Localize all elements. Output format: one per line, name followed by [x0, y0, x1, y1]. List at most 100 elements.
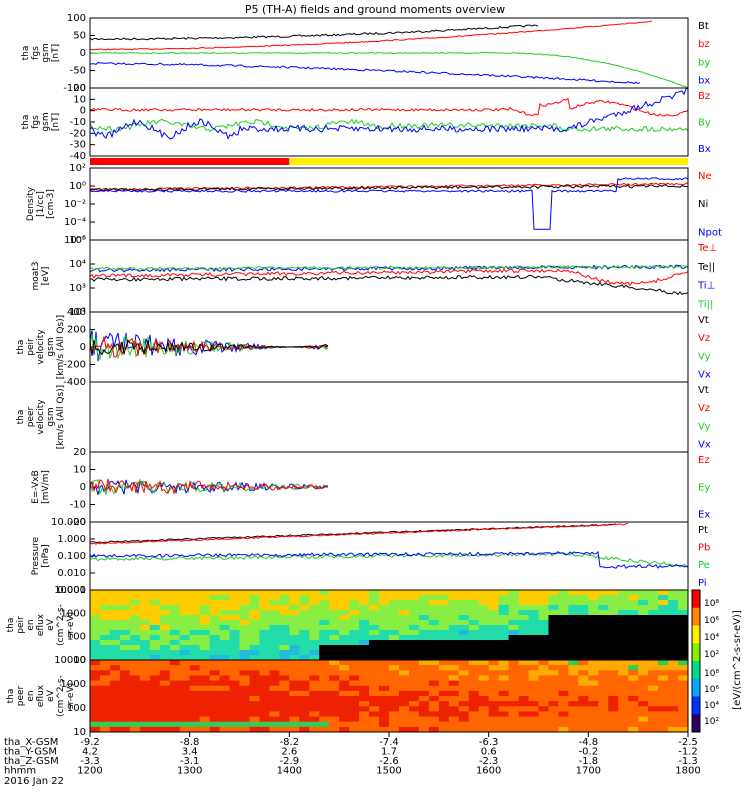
heatmap-cell: [329, 610, 340, 616]
heatmap-cell: [568, 640, 579, 646]
heatmap-cell: [558, 665, 569, 671]
heatmap-cell: [588, 600, 599, 606]
heatmap-cell: [229, 696, 240, 702]
heatmap-cell: [508, 635, 520, 641]
heatmap-cell: [518, 650, 530, 656]
heatmap-cell: [159, 620, 171, 626]
heatmap-cell: [119, 690, 131, 697]
heatmap-cell: [638, 635, 649, 641]
heatmap-cell: [598, 610, 609, 616]
colorbar-cell: [692, 632, 700, 637]
heatmap-cell: [558, 650, 569, 656]
colorbar-cell: [692, 614, 700, 619]
heatmap-cell: [349, 665, 360, 671]
legend-Ti||: Ti||: [697, 299, 713, 310]
heatmap-cell: [279, 620, 290, 626]
heatmap-cell: [668, 605, 679, 611]
heatmap-cell: [229, 600, 240, 606]
heatmap-cell: [648, 615, 659, 621]
heatmap-cell: [389, 630, 400, 636]
heatmap-cell: [159, 721, 171, 728]
heatmap-cell: [478, 645, 490, 651]
heatmap-cell: [598, 640, 609, 646]
heatmap-cell: [418, 600, 430, 606]
heatmap-cell: [119, 701, 131, 707]
heatmap-cell: [259, 716, 270, 723]
heatmap-cell: [598, 615, 609, 621]
heatmap-cell: [588, 701, 599, 707]
heatmap-cell: [478, 635, 490, 641]
heatmap-cell: [648, 650, 659, 656]
heatmap-cell: [299, 600, 310, 606]
heatmap-cell: [209, 640, 221, 646]
heatmap-cell: [229, 685, 240, 692]
heatmap-cell: [209, 635, 221, 641]
heatmap-cell: [528, 635, 539, 641]
heatmap-cell: [99, 721, 111, 728]
heatmap-cell: [548, 706, 559, 712]
heatmap-cell: [179, 721, 191, 728]
heatmap-cell: [628, 680, 639, 687]
heatmap-cell: [678, 595, 689, 601]
heatmap-cell: [618, 660, 629, 666]
heatmap-cell: [428, 605, 440, 611]
heatmap-cell: [588, 680, 599, 687]
ephemeris-value: -3.3: [80, 756, 100, 767]
series-Bt: [89, 24, 539, 41]
heatmap-cell: [518, 670, 530, 676]
heatmap-cell: [468, 670, 480, 676]
heatmap-cell: [468, 645, 480, 651]
heatmap-cell: [229, 706, 240, 712]
heatmap-cell: [249, 706, 260, 712]
y-tick-label: 10⁻⁴: [64, 217, 86, 228]
heatmap-cell: [339, 685, 350, 692]
heatmap-cell: [259, 680, 270, 687]
heatmap-cell: [369, 680, 380, 687]
heatmap-cell: [299, 645, 310, 651]
heatmap-cell: [259, 635, 270, 641]
heatmap-cell: [129, 650, 141, 656]
heatmap-cell: [548, 680, 559, 687]
heatmap-cell: [379, 630, 390, 636]
heatmap-cell: [528, 690, 539, 697]
heatmap-cell: [588, 685, 599, 692]
heatmap-cell: [279, 726, 290, 733]
heatmap-cell: [389, 620, 400, 626]
heatmap-cell: [508, 615, 520, 621]
heatmap-cell: [389, 655, 400, 661]
heatmap-cell: [359, 600, 370, 606]
heatmap-cell: [329, 716, 340, 723]
heatmap-cell: [658, 635, 669, 641]
heatmap-cell: [578, 660, 589, 666]
heatmap-cell: [498, 675, 510, 682]
heatmap-cell: [488, 640, 500, 646]
heatmap-cell: [638, 600, 649, 606]
heatmap-cell: [588, 711, 599, 718]
heatmap-cell: [209, 615, 221, 621]
heatmap-cell: [289, 721, 300, 728]
heatmap-cell: [468, 630, 480, 636]
heatmap-cell: [598, 690, 609, 697]
heatmap-cell: [418, 655, 430, 661]
heatmap-cell: [438, 650, 450, 656]
y-tick-label: 0: [80, 106, 86, 117]
heatmap-cell: [518, 701, 530, 707]
ephemeris-value: -3.1: [180, 756, 200, 767]
heatmap-cell: [418, 685, 430, 692]
heatmap-cell: [149, 660, 161, 666]
y-axis-label: peir: [16, 616, 26, 634]
heatmap-cell: [528, 660, 539, 666]
heatmap-cell: [319, 590, 330, 596]
heatmap-cell: [518, 690, 530, 697]
heatmap-cell: [309, 595, 320, 601]
heatmap-cell: [279, 650, 290, 656]
heatmap-cell: [269, 635, 280, 641]
colorbar-cell: [692, 629, 700, 634]
heatmap-cell: [578, 640, 589, 646]
heatmap-cell: [219, 726, 231, 733]
heatmap-cell: [119, 650, 131, 656]
heatmap-cell: [199, 635, 211, 641]
heatmap-cell: [498, 605, 510, 611]
colorbar-cell: [692, 689, 700, 694]
heatmap-cell: [309, 685, 320, 692]
